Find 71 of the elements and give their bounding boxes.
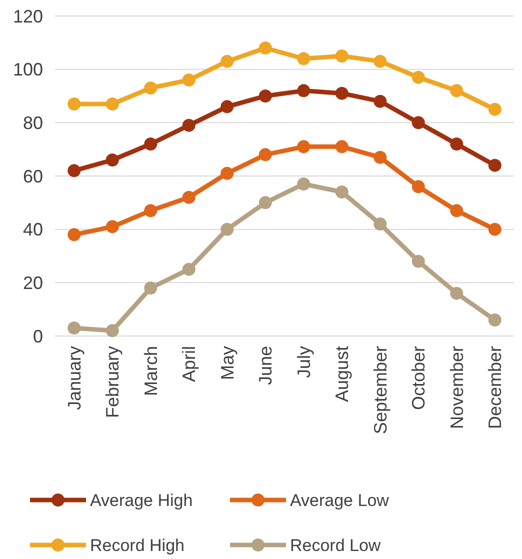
point	[68, 322, 81, 334]
y-tick-label: 120	[12, 6, 43, 26]
x-tick-label: January	[64, 346, 84, 410]
y-tick-label: 20	[22, 272, 43, 293]
point	[68, 98, 81, 110]
point	[106, 324, 119, 338]
point	[450, 204, 464, 218]
x-tick-label: December	[485, 346, 506, 430]
point	[106, 98, 119, 110]
x-tick-label: March	[140, 346, 161, 396]
legend-label: Average Low	[290, 490, 390, 510]
point	[182, 190, 196, 204]
point	[182, 74, 196, 86]
point	[258, 90, 272, 102]
point	[450, 84, 464, 98]
legend-label: Record Low	[290, 536, 382, 555]
point	[412, 70, 425, 84]
point	[488, 222, 502, 236]
point	[220, 54, 234, 68]
point	[144, 204, 158, 218]
point	[488, 314, 502, 326]
point	[68, 164, 81, 178]
y-tick-label: 60	[22, 166, 43, 186]
x-tick-label: February	[102, 346, 123, 418]
x-tick-label: November	[446, 346, 467, 430]
point	[488, 158, 502, 172]
point	[144, 282, 158, 294]
point	[335, 50, 348, 62]
point	[220, 100, 234, 114]
point	[412, 116, 425, 130]
point	[106, 154, 119, 166]
point	[220, 222, 234, 236]
point	[144, 82, 158, 94]
point	[374, 94, 387, 108]
point	[297, 84, 310, 98]
y-tick-label: 80	[22, 112, 43, 133]
legend-label: Average High	[90, 490, 193, 510]
point	[258, 196, 272, 210]
point	[297, 52, 310, 66]
point	[297, 140, 310, 154]
point	[374, 54, 387, 68]
x-tick-label: July	[294, 346, 314, 378]
point	[412, 254, 425, 268]
point	[258, 148, 272, 162]
point	[335, 86, 348, 100]
point	[335, 186, 348, 198]
x-tick-label: June	[256, 346, 276, 386]
x-tick-label: September	[370, 346, 390, 434]
y-tick-label: 40	[22, 220, 43, 240]
y-tick-label: 100	[12, 60, 43, 80]
x-tick-label: April	[179, 346, 200, 382]
point	[182, 262, 196, 276]
point	[144, 138, 158, 150]
y-tick-label: 0	[32, 326, 43, 346]
x-tick-label: August	[332, 346, 352, 402]
x-tick-label: May	[217, 346, 238, 380]
legend-label: Record High	[90, 536, 184, 555]
point	[374, 150, 387, 164]
point	[488, 102, 502, 116]
point	[335, 140, 348, 154]
point	[106, 220, 119, 234]
point	[220, 166, 234, 180]
point	[374, 218, 387, 230]
point	[258, 42, 272, 54]
point	[450, 138, 464, 150]
point	[182, 118, 196, 132]
point	[450, 286, 464, 300]
point	[297, 178, 310, 190]
point	[68, 228, 81, 242]
point	[412, 180, 425, 194]
x-tick-label: October	[408, 346, 429, 410]
